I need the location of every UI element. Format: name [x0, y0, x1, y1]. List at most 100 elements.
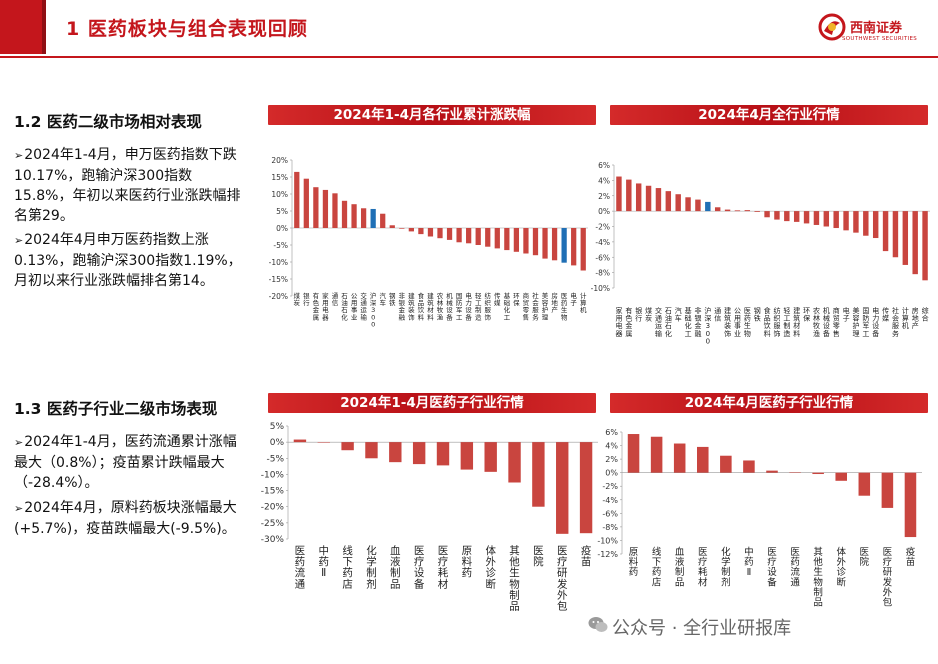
- y-tick-label: -30%: [261, 535, 285, 545]
- x-tick-label: 医药生物: [744, 307, 751, 338]
- bullet-arrow-icon: ➢: [14, 502, 24, 515]
- bullet-1-2-b: ➢2024年4月申万医药指数上涨0.13%，跑输沪深300指数1.19%，月初以…: [14, 230, 250, 291]
- bar-通信: [332, 193, 338, 228]
- bar-汽车: [380, 213, 386, 228]
- chart-title-1: 2024年1-4月各行业累计涨跌幅: [268, 105, 596, 125]
- x-tick-label: 美容护理: [542, 291, 549, 321]
- x-tick-label: 农林牧渔: [813, 306, 820, 338]
- x-tick-label: 建筑装饰: [724, 306, 731, 338]
- bar-基础化工: [685, 197, 691, 212]
- x-tick-label: 原料药: [462, 545, 473, 579]
- y-tick-label: -6%: [602, 509, 618, 518]
- x-tick-label: 化学制剂: [366, 544, 377, 590]
- bar-综合: [922, 211, 928, 281]
- x-tick-label: 国防军工: [862, 307, 869, 338]
- x-tick-label: 医疗设备: [414, 545, 425, 590]
- y-tick-label: -5%: [273, 241, 288, 250]
- x-tick-label: 钢铁: [389, 292, 396, 307]
- bar-血液制品: [389, 442, 402, 463]
- bar-非银金融: [399, 228, 405, 229]
- bar-电力设备: [872, 211, 879, 239]
- bar-汽车: [675, 194, 681, 212]
- bar-计算机: [580, 228, 586, 271]
- x-tick-label: 纺织服饰: [773, 306, 780, 338]
- bar-建筑装饰: [724, 209, 731, 212]
- bar-其他生物制品: [508, 442, 521, 483]
- x-tick-label: 线下药店: [342, 544, 353, 590]
- bar-医院: [858, 472, 871, 496]
- bar-疫苗: [579, 442, 593, 534]
- bullet-arrow-icon: ➢: [14, 436, 24, 449]
- bar-有色金属: [313, 187, 319, 228]
- bar-基础化工: [504, 228, 510, 251]
- y-tick-label: -8%: [602, 523, 618, 532]
- x-tick-label: 医药流通: [790, 547, 800, 588]
- y-tick-label: -4%: [602, 496, 618, 505]
- x-tick-label: 煤炭: [294, 291, 301, 307]
- bar-公用事业: [734, 210, 741, 212]
- bar-中药Ⅱ: [317, 442, 330, 443]
- bullet-text: 2024年1-4月，申万医药指数下跌10.17%，跑输沪深300指数15.8%，…: [14, 147, 241, 224]
- bar-轻工制造: [475, 228, 481, 245]
- y-tick-label: 2%: [598, 192, 610, 201]
- bullet-text: 2024年1-4月，医药流通累计涨幅最大（0.8%）；疫苗累计跌幅最大（-28.…: [14, 434, 237, 491]
- x-tick-label: 综合: [922, 306, 929, 323]
- bar-医疗研发外包: [556, 442, 569, 534]
- y-tick-label: -20%: [261, 503, 285, 513]
- bar-体外诊断: [484, 442, 497, 472]
- y-tick-label: -15%: [261, 487, 285, 497]
- header-divider: [0, 56, 938, 58]
- bullet-1-3-b: ➢2024年4月，原料药板块涨幅最大(+5.7%)，疫苗跌幅最大(-9.5%)。: [14, 498, 250, 539]
- bar-沪深300: [705, 201, 711, 212]
- x-tick-label: 电子: [570, 291, 577, 307]
- bar-医疗耗材: [436, 442, 450, 466]
- bar-食品饮料: [418, 228, 424, 235]
- x-tick-label: 医药流通: [295, 545, 306, 590]
- y-tick-label: -12%: [597, 550, 618, 559]
- y-tick-label: 0%: [270, 438, 285, 448]
- bar-钢铁: [389, 225, 395, 228]
- bar-国防军工: [863, 211, 869, 236]
- x-tick-label: 基础化工: [685, 306, 692, 338]
- x-tick-label: 房地产: [912, 306, 919, 330]
- bar-环保: [803, 211, 810, 224]
- x-tick-label: 电力设备: [465, 291, 472, 321]
- x-tick-label: 社会服务: [532, 291, 539, 321]
- bar-房地产: [912, 211, 918, 275]
- x-tick-label: 电力设备: [872, 306, 879, 338]
- y-tick-label: 5%: [270, 422, 285, 432]
- bar-石油石化: [665, 191, 672, 212]
- bar-医疗耗材: [697, 446, 709, 473]
- bar-机械设备: [446, 228, 453, 240]
- x-tick-label: 机械设备: [446, 291, 453, 321]
- x-tick-label: 商贸零售: [833, 306, 840, 338]
- bar-煤炭: [294, 171, 300, 228]
- bar-建筑装饰: [408, 228, 414, 232]
- bar-环保: [513, 228, 520, 252]
- x-tick-label: 血液制品: [390, 544, 401, 590]
- chart-title-4: 2024年4月医药子行业行情: [610, 393, 928, 413]
- x-tick-label: 国防军工: [456, 292, 463, 321]
- y-tick-label: 0%: [605, 469, 618, 478]
- y-tick-label: 10%: [271, 190, 288, 199]
- y-tick-label: -10%: [597, 536, 618, 545]
- brand-logo-text: 西南证券: [850, 21, 903, 36]
- bar-社会服务: [532, 228, 539, 256]
- chart-title-3: 2024年1-4月医药子行业行情: [268, 393, 596, 413]
- bar-电子: [843, 211, 849, 231]
- bar-农林牧渔: [437, 228, 443, 239]
- bar-轻工制造: [784, 211, 790, 222]
- x-tick-label: 计算机: [580, 291, 587, 314]
- x-tick-label: 汽车: [379, 291, 386, 307]
- header-accent-bar: [0, 0, 42, 54]
- x-tick-label: 化学制剂: [721, 546, 731, 588]
- bar-原料药: [627, 434, 640, 473]
- x-tick-label: 基础化工: [504, 291, 511, 321]
- y-tick-label: -4%: [595, 238, 610, 247]
- chart-industry-ytd: 20% 15% 10% 5% 0% -5% -10% -15% -20% 煤炭银行有色金属家用电器…: [269, 156, 588, 328]
- y-tick-label: 4%: [598, 176, 610, 185]
- y-tick-label: 4%: [605, 442, 618, 451]
- bar-体外诊断: [835, 472, 847, 481]
- y-tick-label: 6%: [605, 428, 618, 437]
- y-tick-label: -10%: [261, 470, 285, 480]
